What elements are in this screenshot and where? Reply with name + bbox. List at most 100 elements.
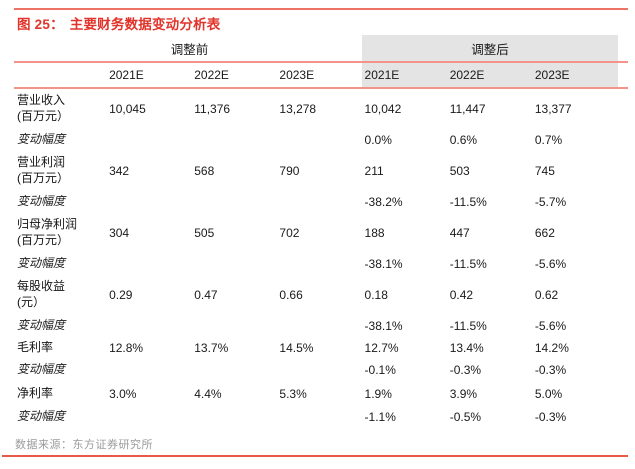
year-header-cell: 2023E xyxy=(279,67,315,82)
value-cell: 12.7% xyxy=(364,341,399,355)
table-row: 归母净利润 (百万元） 304 505 702 188 447 662 xyxy=(17,213,620,253)
year-header-cell: 2021E xyxy=(364,67,400,82)
value-cell: -11.5% xyxy=(449,319,487,333)
value-cell: 447 xyxy=(449,226,470,240)
table-row: 变动幅度 -0.1% -0.3% -0.3% xyxy=(17,359,620,381)
value-cell: 188 xyxy=(364,226,385,240)
value-cell: 14.5% xyxy=(279,341,314,355)
year-header-row: 2021E 2022E 2023E 2021E 2022E 2023E xyxy=(17,62,620,87)
value-cell: 568 xyxy=(194,164,215,178)
top-border-rule xyxy=(14,8,628,10)
value-cell: 11,376 xyxy=(194,102,231,116)
value-cell: -0.5% xyxy=(449,410,482,424)
table-body: 营业收入 (百万元） 10,045 11,376 13,278 10,042 11,447 1… xyxy=(17,89,620,428)
row-label-unit: (百万元） xyxy=(17,233,69,247)
value-cell: -38.1% xyxy=(364,257,403,271)
value-cell: 0.42 xyxy=(449,288,474,302)
value-cell: 3.9% xyxy=(449,386,478,401)
value-cell: 11,447 xyxy=(449,102,486,116)
value-cell: 13.4% xyxy=(449,341,484,355)
value-cell: 3.0% xyxy=(109,386,137,401)
table-row: 每股收益 (元） 0.29 0.47 0.66 0.18 0.42 0.62 xyxy=(17,275,620,315)
year-header-cell: 2021E xyxy=(109,67,144,82)
value-cell: 5.0% xyxy=(534,386,563,401)
year-header-cell: 2023E xyxy=(534,67,570,82)
value-cell: 0.0% xyxy=(364,133,392,147)
row-label: 变动幅度 xyxy=(17,256,66,271)
value-cell: 10,042 xyxy=(364,102,402,116)
header-divider-rule xyxy=(14,61,628,63)
row-label: 变动幅度 xyxy=(17,132,66,147)
row-label-unit: (元） xyxy=(17,295,45,309)
figure-number: 图 25： xyxy=(17,17,64,32)
row-label: 归母净利润 (百万元） xyxy=(17,217,109,248)
value-cell: -0.3% xyxy=(534,410,567,424)
figure-title-text: 主要财务数据变动分析表 xyxy=(69,17,221,32)
table-row: 营业收入 (百万元） 10,045 11,376 13,278 10,042 11,447 1… xyxy=(17,89,620,129)
value-cell: -5.6% xyxy=(534,319,567,333)
row-label: 营业利润 (百万元） xyxy=(17,155,109,186)
value-cell: 211 xyxy=(364,164,384,178)
value-cell: 505 xyxy=(194,226,215,240)
value-cell: -38.1% xyxy=(364,319,403,333)
value-cell: -1.1% xyxy=(364,410,396,424)
value-cell: 745 xyxy=(534,164,555,178)
value-cell: -11.5% xyxy=(449,257,487,271)
row-label-unit: (百万元） xyxy=(17,171,69,185)
row-label: 变动幅度 xyxy=(17,409,66,424)
group-header-row: 调整前 调整后 xyxy=(17,35,620,61)
value-cell: 10,045 xyxy=(109,102,146,116)
value-cell: 0.29 xyxy=(109,288,133,302)
value-cell: 13.7% xyxy=(194,341,229,355)
row-label: 净利率 xyxy=(17,385,54,400)
group-header-before: 调整前 xyxy=(170,42,209,57)
value-cell: 304 xyxy=(109,226,130,240)
group-header-after: 调整后 xyxy=(471,42,509,57)
row-label: 每股收益 (元） xyxy=(17,279,109,310)
row-label: 变动幅度 xyxy=(17,194,66,209)
value-cell: -38.2% xyxy=(364,195,403,209)
table-row: 营业利润 (百万元） 342 568 790 211 503 745 xyxy=(17,151,620,191)
value-cell: 4.4% xyxy=(194,386,222,401)
row-label: 毛利率 xyxy=(17,340,54,355)
value-cell: 0.66 xyxy=(279,288,303,302)
value-cell: 0.6% xyxy=(449,133,478,147)
value-cell: 12.8% xyxy=(109,341,144,355)
year-header-cell: 2022E xyxy=(194,67,229,82)
value-cell: -0.1% xyxy=(364,363,396,377)
value-cell: 702 xyxy=(279,226,300,240)
value-cell: -5.6% xyxy=(534,257,567,271)
table-row: 变动幅度 0.0% 0.6% 0.7% xyxy=(17,129,620,151)
data-source-note: 数据来源：东方证券研究所 xyxy=(15,439,153,451)
row-label: 营业收入 (百万元） xyxy=(17,93,109,124)
value-cell: 790 xyxy=(279,164,300,178)
value-cell: 0.18 xyxy=(364,288,388,302)
value-cell: 1.9% xyxy=(364,386,392,401)
table-row: 毛利率 12.8% 13.7% 14.5% 12.7% 13.4% 14.2% xyxy=(17,337,620,359)
value-cell: -0.3% xyxy=(534,363,567,377)
bottom-border-rule xyxy=(2,455,628,457)
value-cell: 0.47 xyxy=(194,288,218,302)
value-cell: 503 xyxy=(449,164,470,178)
table-row: 变动幅度 -38.1% -11.5% -5.6% xyxy=(17,253,620,275)
value-cell: 5.3% xyxy=(279,386,307,401)
value-cell: 13,278 xyxy=(279,102,317,116)
year-header-cell: 2022E xyxy=(449,67,485,82)
value-cell: -5.7% xyxy=(534,195,567,209)
row-label: 变动幅度 xyxy=(17,362,66,377)
value-cell: 14.2% xyxy=(534,341,569,355)
figure-title: 图 25： 主要财务数据变动分析表 xyxy=(17,13,220,33)
value-cell: -11.5% xyxy=(449,195,487,209)
table-row: 变动幅度 -38.2% -11.5% -5.7% xyxy=(17,191,620,213)
value-cell: 0.62 xyxy=(534,288,559,302)
value-cell: 662 xyxy=(534,226,555,240)
table-row: 净利率 3.0% 4.4% 5.3% 1.9% 3.9% 5.0% xyxy=(17,381,620,406)
value-cell: 0.7% xyxy=(534,133,563,147)
table-row: 变动幅度 -1.1% -0.5% -0.3% xyxy=(17,406,620,428)
row-label-unit: (百万元） xyxy=(17,109,69,123)
table-row: 变动幅度 -38.1% -11.5% -5.6% xyxy=(17,315,620,337)
value-cell: 13,377 xyxy=(534,102,572,116)
year-divider-rule xyxy=(14,87,628,89)
value-cell: 342 xyxy=(109,164,130,178)
row-label: 变动幅度 xyxy=(17,318,66,333)
